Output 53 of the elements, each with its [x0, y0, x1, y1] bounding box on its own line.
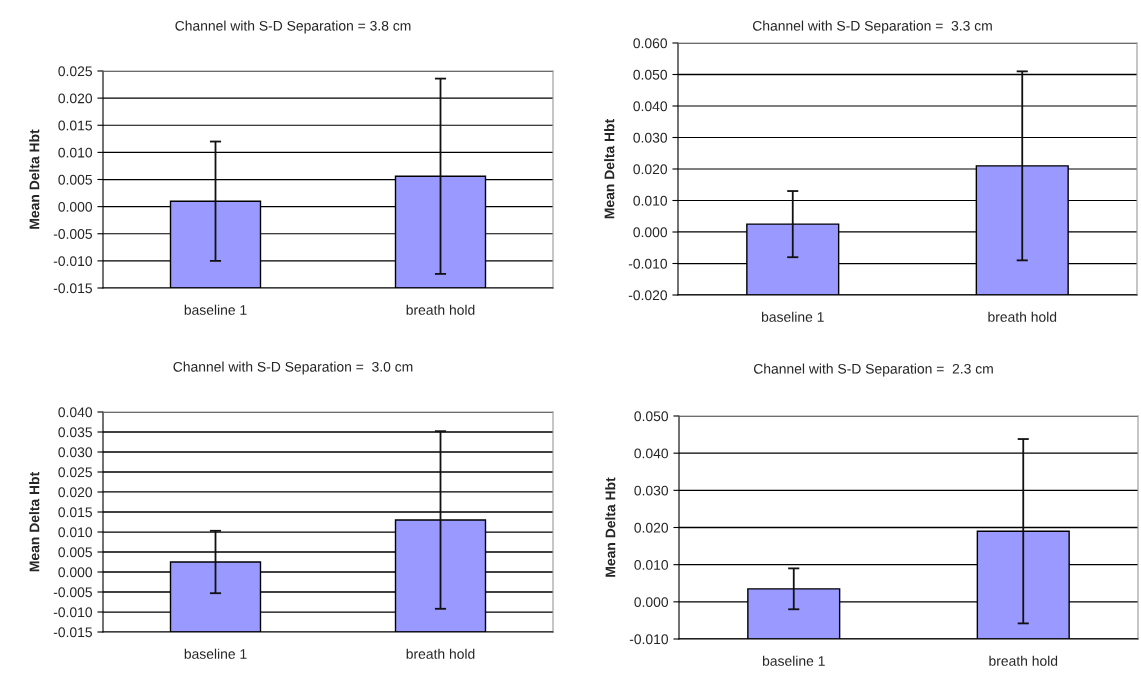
y-tick-label: 0.005 — [58, 547, 92, 558]
y-tick-label: 0.040 — [58, 407, 93, 418]
y-tick-label: 0.005 — [58, 174, 92, 185]
y-tick-label: 0.060 — [633, 38, 668, 49]
y-axis-title: Mean Delta Hbt — [29, 129, 40, 229]
y-tick-label: 0.025 — [58, 66, 92, 77]
y-tick-label: -0.010 — [53, 256, 93, 267]
y-tick-label: 0.020 — [58, 93, 93, 104]
y-axis-title: Mean Delta Hbt — [604, 119, 615, 219]
y-tick-label: -0.005 — [53, 229, 92, 239]
chart-title: Channel with S-D Separation = 3.8 cm — [175, 20, 411, 34]
y-tick-label: -0.005 — [53, 587, 92, 598]
y-tick-label: 0.040 — [633, 101, 668, 112]
y-tick-label: -0.010 — [628, 258, 668, 269]
y-tick-label: 0.030 — [634, 485, 669, 496]
y-tick-label: 0.020 — [58, 487, 93, 498]
y-tick-label: -0.010 — [53, 607, 93, 618]
chart-title: Channel with S-D Separation = 2.3 cm — [753, 363, 993, 377]
x-tick-label: baseline 1 — [184, 304, 247, 315]
y-tick-label: 0.015 — [58, 120, 92, 131]
y-tick-label: -0.015 — [53, 283, 92, 294]
x-tick-label: baseline 1 — [184, 648, 247, 659]
y-tick-label: 0.020 — [633, 164, 668, 175]
chart-title: Channel with S-D Separation = 3.0 cm — [173, 361, 413, 375]
y-tick-label: 0.030 — [633, 132, 668, 143]
y-tick-label: 0.000 — [58, 567, 93, 578]
y-tick-label: 0.050 — [633, 69, 668, 80]
x-tick-label: breath hold — [406, 304, 475, 315]
y-tick-label: 0.000 — [633, 227, 668, 238]
chart-title: Channel with S-D Separation = 3.3 cm — [752, 20, 992, 34]
y-tick-label: 0.050 — [634, 411, 669, 422]
y-tick-label: 0.000 — [634, 597, 669, 607]
y-tick-label: 0.025 — [58, 467, 92, 478]
x-tick-label: breath hold — [406, 648, 475, 659]
y-tick-label: 0.010 — [58, 147, 93, 158]
y-tick-label: -0.020 — [628, 290, 668, 301]
y-tick-label: -0.010 — [629, 634, 669, 645]
y-tick-label: 0.035 — [58, 427, 92, 438]
y-tick-label: 0.010 — [634, 560, 669, 570]
x-tick-label: breath hold — [989, 655, 1058, 666]
y-tick-label: 0.010 — [633, 195, 668, 206]
y-tick-label: -0.015 — [53, 627, 92, 638]
y-axis-title: Mean Delta Hbt — [29, 472, 40, 572]
y-tick-label: 0.000 — [58, 201, 93, 212]
x-tick-label: baseline 1 — [762, 655, 825, 666]
y-tick-label: 0.030 — [58, 447, 93, 458]
y-tick-label: 0.040 — [634, 448, 669, 459]
y-tick-label: 0.015 — [58, 507, 92, 518]
y-tick-label: 0.010 — [58, 527, 93, 538]
x-tick-label: baseline 1 — [761, 311, 824, 322]
y-tick-label: 0.020 — [634, 522, 669, 533]
y-axis-title: Mean Delta Hbt — [605, 477, 616, 577]
x-tick-label: breath hold — [988, 311, 1057, 322]
